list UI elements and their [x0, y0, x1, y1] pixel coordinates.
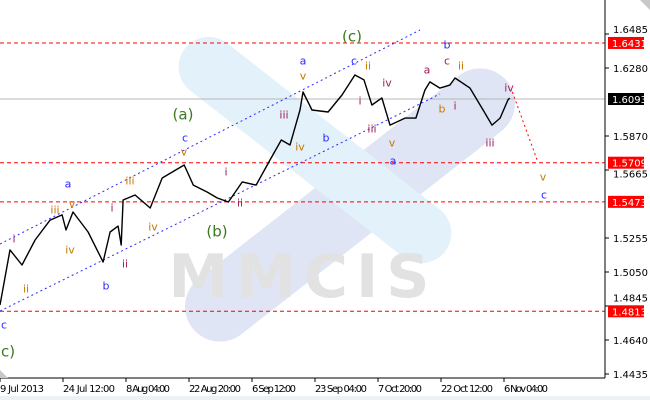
- level-price-tags: 1.6431 1.5709 1.5473 1.4813 1.6093: [608, 36, 647, 318]
- wave-label: iv: [382, 76, 392, 90]
- wave-label: v: [68, 197, 76, 211]
- wave-label: b: [443, 38, 451, 52]
- price-line: [0, 74, 511, 306]
- wave-label: b: [438, 102, 446, 116]
- level-price-tag-bg: [608, 156, 644, 169]
- wave-label: b: [322, 131, 330, 145]
- wave-label: c: [540, 188, 548, 202]
- level-price-tag-bg: [608, 195, 644, 208]
- level-price-tag: 1.4813: [612, 307, 647, 318]
- wave-label: iii: [125, 174, 135, 188]
- wave-label: c: [443, 54, 451, 68]
- wave-label: b: [102, 279, 110, 293]
- wave-label: iii: [50, 203, 60, 217]
- x-tick-label: 22 Oct 12:00: [441, 384, 493, 395]
- channel-lower-line: [0, 93, 441, 312]
- wave-label: c): [0, 342, 16, 361]
- wave-label: a: [64, 177, 72, 191]
- forecast-line: [511, 91, 538, 161]
- y-tick-label: 1.5255: [613, 234, 648, 245]
- wave-label: a: [389, 154, 397, 168]
- wave-label: iii: [367, 122, 377, 136]
- wave-label: i: [358, 94, 362, 108]
- wave-label: ii: [457, 59, 465, 73]
- wave-label: a: [423, 63, 431, 77]
- y-tick-label: 1.6485: [613, 25, 648, 36]
- scroll-marker[interactable]: [0, 370, 8, 378]
- current-price-tag: 1.6093: [612, 95, 647, 106]
- wave-label: i: [224, 165, 228, 179]
- wave-label: iv: [65, 243, 75, 257]
- level-price-tag-bg: [608, 36, 644, 49]
- x-axis-ticks: 9 Jul 2013 24 Jul 12:00 8 Aug 04:00 22 Aug …: [0, 378, 548, 395]
- wave-label: (b): [206, 222, 228, 241]
- wave-label: c: [181, 131, 189, 145]
- x-tick-label: 8 Aug 04:00: [126, 384, 170, 395]
- channel-upper-line: [0, 29, 421, 245]
- x-tick-label: 23 Sep 04:00: [315, 384, 367, 395]
- wave-label: (c): [342, 27, 362, 46]
- level-price-tag: 1.5709: [612, 159, 647, 170]
- status-strip: [0, 396, 650, 400]
- level-price-tag: 1.5473: [612, 198, 647, 209]
- wave-label: iv: [504, 81, 514, 95]
- wave-label: ii: [364, 59, 372, 73]
- wave-label: i: [12, 232, 16, 246]
- wave-label: ii: [121, 257, 129, 271]
- wave-label: ii: [236, 196, 244, 210]
- wave-label: v: [388, 136, 396, 150]
- x-tick-label: 22 Aug 20:00: [189, 384, 241, 395]
- x-tick-label: 9 Jul 2013: [0, 384, 44, 395]
- y-axis-ticks: 1.6485 1.6280 1.5870 1.5665 1.5255 1.5050 1.48…: [605, 25, 648, 381]
- corner-marker: [640, 0, 650, 10]
- wave-label: iv: [295, 140, 305, 154]
- wave-label: iii: [279, 108, 289, 122]
- y-tick-label: 1.4845: [613, 293, 648, 304]
- level-price-tag: 1.6431: [612, 39, 647, 50]
- wave-label: iii: [485, 136, 495, 150]
- x-tick-label: 6 Nov 04:00: [504, 384, 548, 395]
- y-tick-label: 1.5665: [613, 170, 648, 181]
- wave-label: ii: [22, 282, 30, 296]
- level-price-tag-bg: [608, 305, 644, 318]
- mmcis-logo-watermark: MMCIS: [169, 36, 516, 342]
- logo-band-2: [178, 36, 452, 264]
- wave-label: (a): [172, 105, 194, 124]
- wave-label: v: [539, 170, 547, 184]
- y-tick-label: 1.5870: [613, 132, 648, 143]
- x-tick-label: 6 Sep 12:00: [252, 384, 296, 395]
- wave-label: a: [299, 54, 307, 68]
- wave-label: i: [453, 99, 457, 113]
- x-tick-label: 7 Oct 20:00: [378, 384, 422, 395]
- wave-label: v: [180, 145, 188, 159]
- wave-label: c: [0, 318, 8, 332]
- x-tick-label: 24 Jul 12:00: [63, 384, 115, 395]
- current-price-tag-bg: [608, 93, 644, 106]
- watermark-text: MMCIS: [169, 242, 438, 312]
- wave-label: c: [350, 54, 358, 68]
- wave-label: v: [299, 69, 307, 83]
- y-tick-label: 1.4435: [613, 370, 648, 381]
- wave-label: i: [110, 201, 114, 215]
- y-tick-label: 1.4640: [613, 336, 648, 347]
- price-series: [0, 74, 538, 306]
- y-tick-label: 1.6280: [613, 64, 648, 75]
- y-tick-label: 1.5050: [613, 268, 648, 279]
- wave-label: iv: [148, 220, 158, 234]
